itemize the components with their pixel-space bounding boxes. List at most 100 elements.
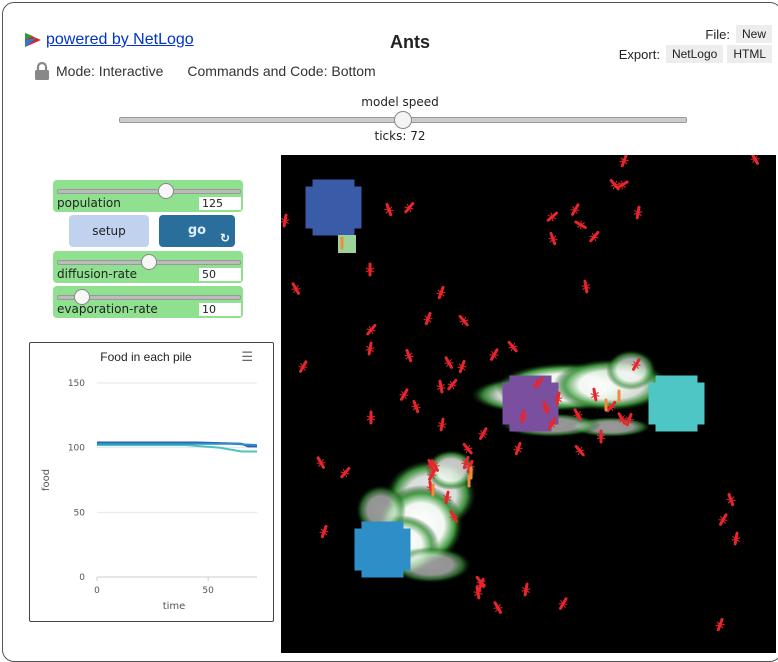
ant: [533, 376, 544, 389]
ant: [548, 231, 558, 246]
population-label: population: [57, 196, 121, 210]
ant: [281, 213, 290, 228]
world-view[interactable]: [281, 155, 776, 653]
ant: [617, 412, 627, 425]
pheromone-trail: [606, 350, 656, 390]
ant: [619, 155, 629, 168]
ant: [493, 601, 503, 614]
y-axis-label: food: [41, 469, 52, 491]
ant: [581, 279, 591, 294]
powered-by-netlogo-link[interactable]: powered by NetLogo: [46, 31, 194, 48]
ant: [624, 412, 634, 427]
population-track[interactable]: [57, 189, 241, 194]
model-speed-thumb[interactable]: [394, 111, 412, 129]
forever-loop-icon: ↻: [219, 231, 230, 245]
ant: [449, 510, 459, 523]
ant: [476, 577, 486, 592]
evaporation-rate-label: evaporation-rate: [57, 302, 158, 316]
y-tick-label: 150: [68, 379, 85, 389]
ant: [365, 262, 375, 277]
ant: [570, 203, 580, 216]
ant: [731, 531, 741, 546]
plot-area: 0 50 100 150 0 50 time food: [41, 379, 258, 612]
ant: [436, 285, 446, 300]
ant: [399, 388, 409, 401]
ant: [462, 442, 473, 455]
food-plot: Food in each pile ☰ 0 50 100 150 0 50 time food: [29, 342, 274, 622]
ant: [444, 356, 454, 369]
export-netlogo-button[interactable]: NetLogo: [665, 45, 724, 63]
evaporation-rate-slider[interactable]: evaporation-rate 10: [53, 286, 243, 318]
ant: [609, 178, 620, 191]
food-pile-2: [354, 521, 411, 578]
ant: [437, 417, 447, 432]
population-value-input[interactable]: 125: [199, 197, 241, 210]
ant: [596, 429, 606, 444]
diffusion-rate-thumb[interactable]: [141, 254, 157, 270]
commands-code-toggle[interactable]: Commands and Code: Bottom: [187, 63, 376, 79]
pheromone-trail: [391, 547, 471, 583]
model-speed-label: model speed: [361, 95, 439, 109]
mode-toggle[interactable]: Mode: Interactive: [56, 63, 164, 79]
ant: [384, 202, 394, 217]
setup-button[interactable]: setup: [69, 215, 149, 247]
x-tick-label: 0: [94, 586, 100, 596]
diffusion-rate-slider[interactable]: diffusion-rate 50: [53, 251, 243, 283]
ant: [547, 417, 557, 430]
ant: [521, 582, 531, 597]
evaporation-rate-thumb[interactable]: [73, 289, 90, 305]
ant: [423, 311, 433, 326]
go-button[interactable]: go ↻: [159, 215, 235, 247]
ant: [427, 468, 437, 481]
ant: [715, 617, 725, 632]
mode-bar: Mode: Interactive Commands and Code: Bot…: [34, 61, 376, 81]
plot-series-line-3: [97, 442, 258, 447]
ant: [458, 314, 469, 327]
food-pile-3: [648, 375, 705, 432]
export-label: Export:: [618, 46, 660, 62]
population-thumb[interactable]: [157, 183, 174, 199]
ant: [574, 220, 587, 230]
y-tick-label: 0: [79, 573, 85, 583]
ant: [541, 400, 551, 415]
ant: [574, 444, 585, 457]
ant: [553, 391, 563, 406]
ant: [606, 400, 617, 413]
plot-series-line-1: [97, 444, 257, 453]
ant: [558, 597, 568, 610]
ant: [489, 348, 499, 361]
ant: [478, 427, 488, 440]
hamburger-menu-icon[interactable]: ☰: [241, 350, 253, 365]
go-label: go: [187, 223, 207, 238]
diffusion-rate-value-input[interactable]: 50: [199, 268, 241, 281]
population-slider[interactable]: population 125: [53, 180, 243, 212]
file-export-bar: File: New Export: NetLogo HTML: [619, 25, 772, 65]
x-tick-label: 50: [202, 586, 214, 596]
ant: [633, 205, 643, 220]
ant: [473, 585, 483, 600]
ant: [507, 340, 518, 353]
ant: [457, 359, 467, 374]
ant: [447, 378, 458, 391]
evaporation-rate-value-input[interactable]: 10: [199, 303, 241, 316]
ant: [442, 490, 452, 505]
ant: [319, 524, 329, 539]
ant: [291, 282, 301, 295]
ant: [366, 323, 377, 336]
file-new-button[interactable]: New: [735, 25, 772, 43]
evaporation-rate-track[interactable]: [57, 295, 241, 300]
ant: [436, 379, 446, 394]
export-html-button[interactable]: HTML: [727, 45, 772, 63]
brand[interactable]: powered by NetLogo: [24, 31, 194, 49]
ant: [631, 358, 641, 371]
lock-icon[interactable]: [34, 61, 50, 81]
x-axis-label: time: [163, 601, 186, 612]
food-pile-1: [305, 179, 362, 236]
ant: [366, 410, 376, 425]
ant: [298, 360, 308, 373]
ant: [726, 492, 736, 507]
ant: [411, 399, 421, 414]
ant: [750, 155, 760, 165]
ant: [573, 408, 583, 421]
world-canvas: [281, 155, 760, 632]
